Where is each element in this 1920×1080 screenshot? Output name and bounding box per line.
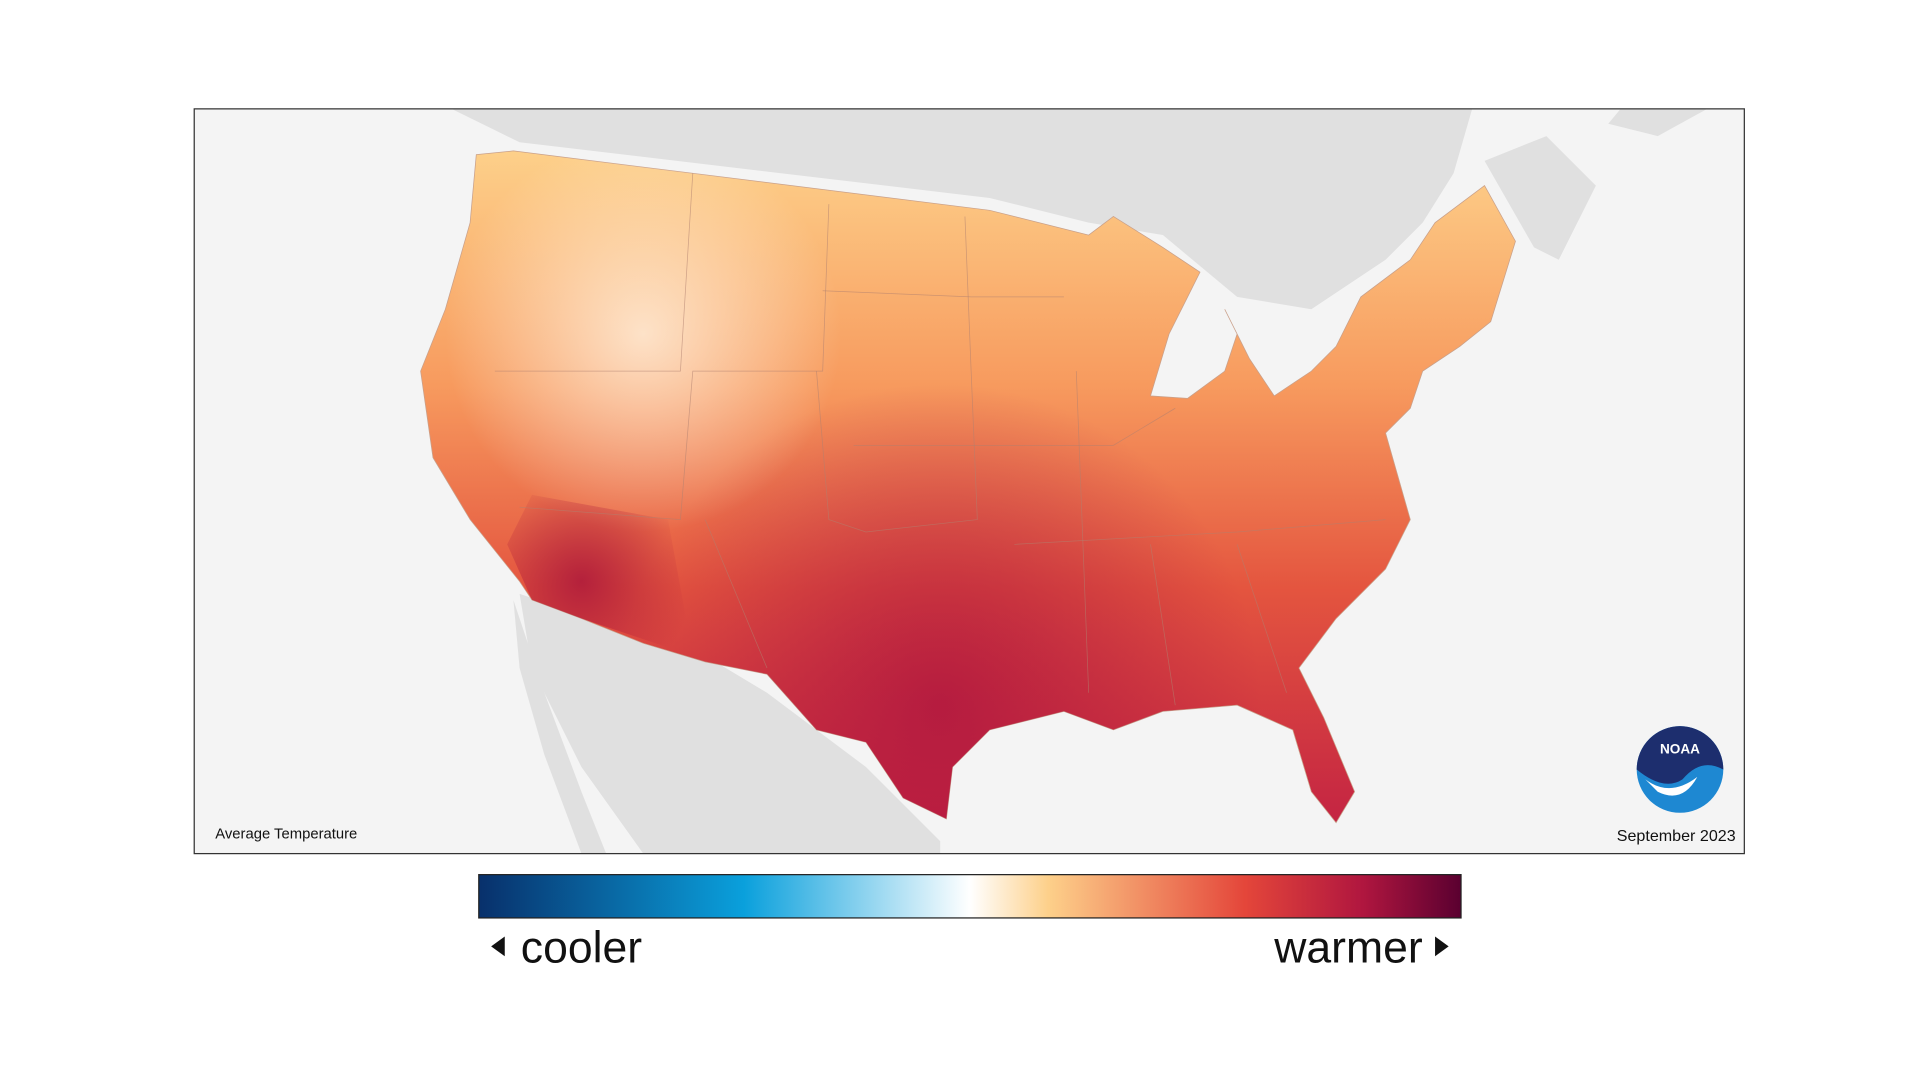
basemap: [451, 108, 1708, 854]
map-frame: [193, 108, 1745, 855]
legend-high-label: warmer: [1273, 923, 1423, 972]
legend-low-label: cooler: [521, 923, 642, 972]
map-date: September 2023: [1617, 827, 1736, 845]
logo-text: NOAA: [1660, 741, 1700, 756]
logo-bird: [1645, 776, 1698, 796]
noaa-logo: NOAA: [1636, 726, 1724, 813]
mexico-land: [519, 593, 941, 854]
cool-overlay: [420, 150, 990, 600]
canada-land: [1608, 108, 1708, 137]
canada-land: [1484, 136, 1596, 260]
legend-arrow-right: [1435, 936, 1449, 957]
logo-top: [1636, 726, 1724, 784]
map-title: Average Temperature: [215, 827, 357, 843]
state-borders: [494, 173, 1386, 706]
legend-colorbar: [478, 874, 1462, 919]
warm-overlay: [507, 494, 693, 656]
canada-land: [451, 108, 1473, 310]
temperature-field: [420, 150, 1516, 824]
legend-arrow-left: [491, 936, 505, 957]
